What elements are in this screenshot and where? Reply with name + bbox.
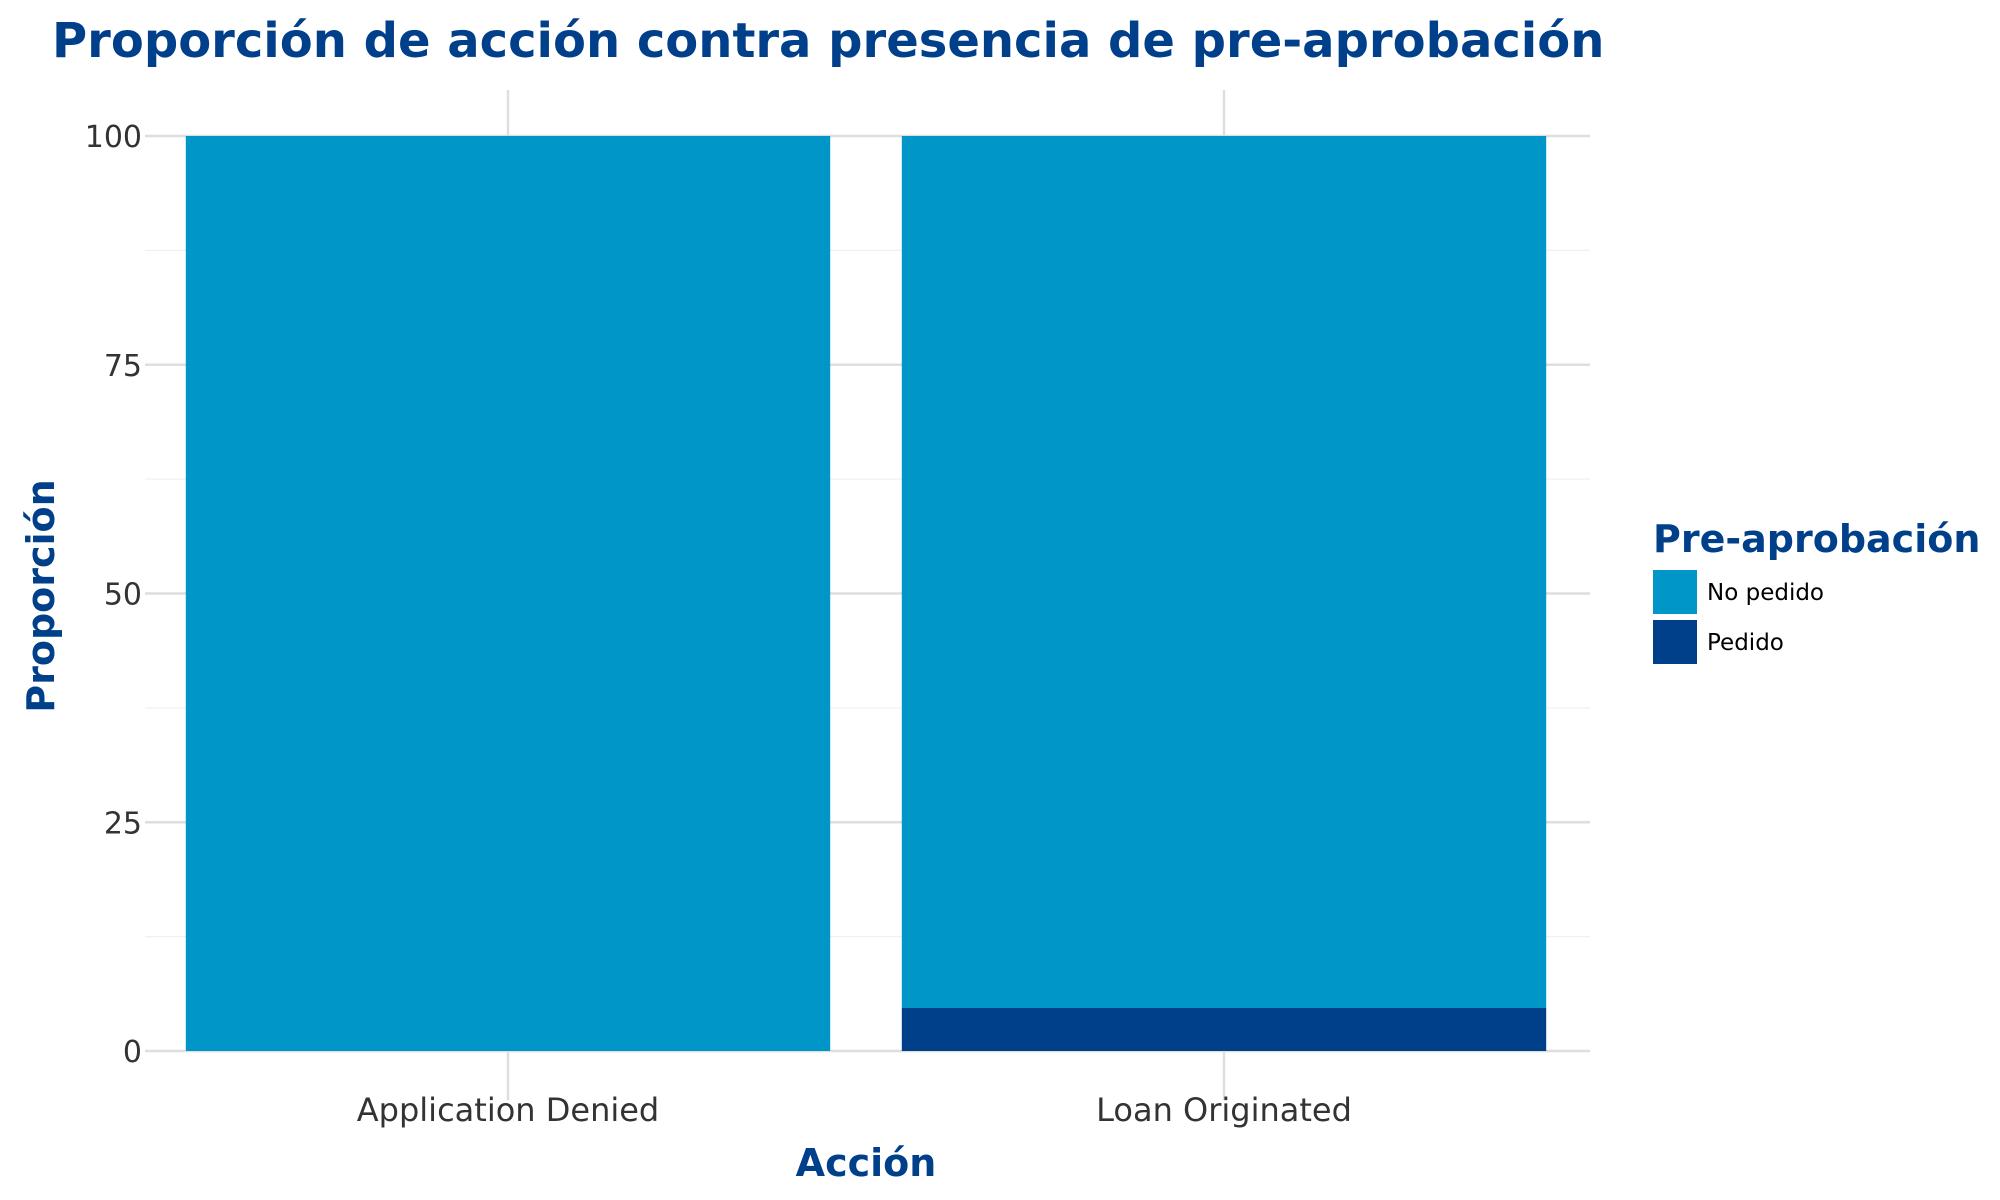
x-axis-title: Acción bbox=[796, 1141, 937, 1185]
chart-title: Proporción de acción contra presencia de… bbox=[52, 13, 1604, 69]
bar-no-pedido-loan-originated bbox=[901, 136, 1547, 1008]
y-tick-label: 50 bbox=[104, 578, 142, 613]
x-tick-label: Loan Originated bbox=[1096, 1091, 1352, 1129]
y-tick-label: 25 bbox=[104, 806, 142, 841]
y-axis-ticks: 0 25 50 75 100 bbox=[85, 120, 142, 1070]
legend-key bbox=[1653, 620, 1697, 664]
legend-title: Pre-aprobación bbox=[1653, 517, 1980, 561]
legend-label: No pedido bbox=[1707, 580, 1824, 606]
legend-key bbox=[1653, 570, 1697, 614]
bar-no-pedido-application-denied bbox=[185, 136, 831, 1051]
bar-pedido-loan-originated bbox=[901, 1007, 1547, 1051]
bars bbox=[185, 136, 1547, 1051]
legend-label: Pedido bbox=[1707, 630, 1784, 656]
y-tick-label: 0 bbox=[123, 1035, 142, 1070]
y-tick-label: 75 bbox=[104, 349, 142, 384]
y-axis-title: Proporción bbox=[19, 479, 63, 712]
legend: Pre-aprobación No pedido Pedido bbox=[1653, 517, 1980, 664]
x-tick-label: Application Denied bbox=[357, 1091, 659, 1129]
x-axis-ticks: Application Denied Loan Originated bbox=[357, 1091, 1352, 1129]
y-tick-label: 100 bbox=[85, 120, 142, 155]
